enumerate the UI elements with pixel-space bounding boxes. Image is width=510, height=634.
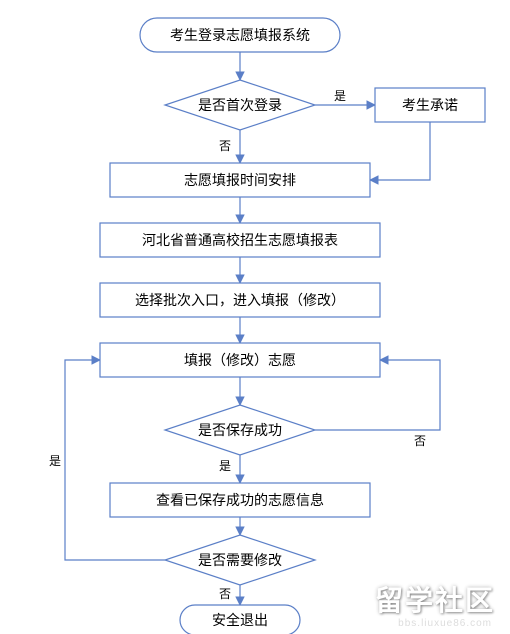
flowchart-canvas: 是否是否是否考生登录志愿填报系统是否首次登录考生承诺志愿填报时间安排河北省普通高… [0, 0, 510, 634]
node-start: 考生登录志愿填报系统 [140, 18, 340, 52]
node-p1: 志愿填报时间安排 [110, 163, 370, 197]
node-p2: 河北省普通高校招生志愿填报表 [100, 223, 380, 257]
node-p3: 选择批次入口，进入填报（修改） [100, 283, 380, 317]
node-label: 安全退出 [212, 612, 268, 628]
watermark-text: 留学社区 [375, 579, 495, 619]
node-d2: 是否保存成功 [165, 405, 315, 455]
edge-label: 否 [219, 587, 231, 601]
edge-d3-p4 [65, 360, 165, 560]
node-label: 考生登录志愿填报系统 [170, 27, 310, 43]
node-p5: 查看已保存成功的志愿信息 [110, 483, 370, 517]
edge-label: 是 [219, 459, 231, 473]
watermark-url: bbs.liuxue86.com [398, 618, 492, 629]
node-p4: 填报（修改）志愿 [100, 343, 380, 377]
node-label: 填报（修改）志愿 [184, 352, 296, 368]
node-d1: 是否首次登录 [165, 80, 315, 130]
edge-label: 是 [49, 454, 61, 468]
node-end: 安全退出 [180, 605, 300, 634]
node-label: 志愿填报时间安排 [184, 172, 296, 188]
edge-label: 否 [414, 434, 426, 448]
node-label: 查看已保存成功的志愿信息 [156, 492, 324, 508]
node-commit: 考生承诺 [375, 88, 485, 122]
node-label: 是否首次登录 [198, 97, 282, 113]
edge-label: 否 [219, 139, 231, 153]
node-label: 选择批次入口，进入填报（修改） [135, 292, 345, 308]
edge-label: 是 [334, 89, 346, 103]
node-label: 是否保存成功 [198, 422, 282, 438]
node-d3: 是否需要修改 [165, 535, 315, 585]
node-label: 河北省普通高校招生志愿填报表 [142, 232, 338, 248]
node-label: 是否需要修改 [198, 552, 282, 568]
node-label: 考生承诺 [402, 97, 458, 113]
edge-commit-p1 [370, 122, 430, 180]
